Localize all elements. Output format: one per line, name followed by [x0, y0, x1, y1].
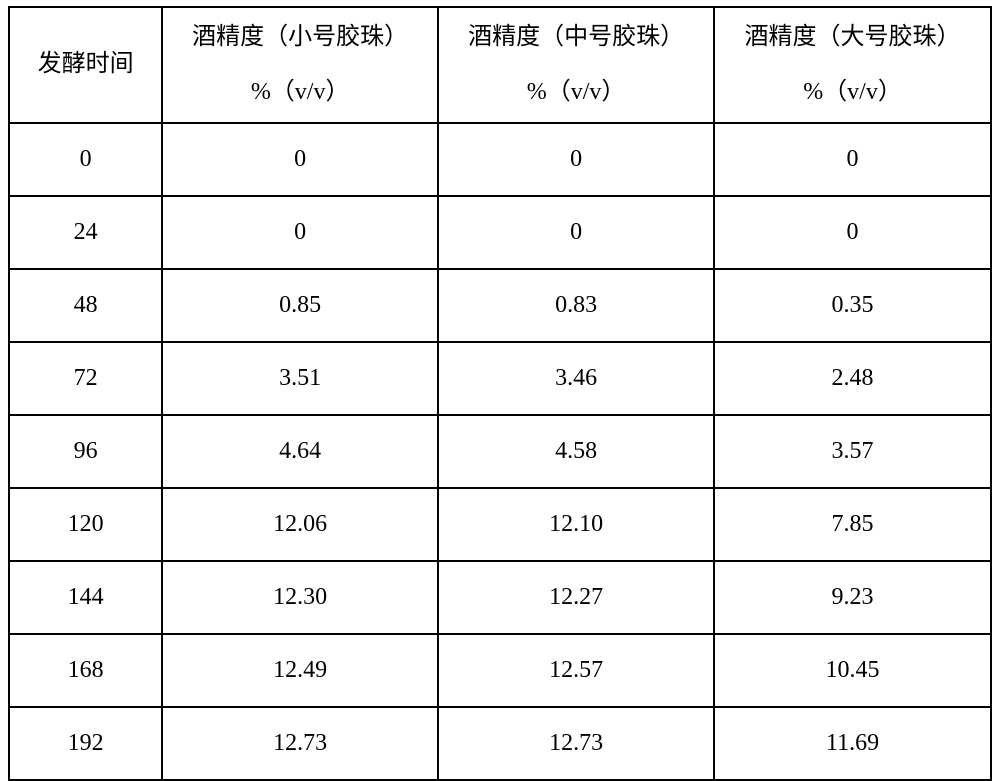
- cell-large: 0: [714, 196, 991, 269]
- cell-small: 12.73: [162, 707, 438, 780]
- cell-small: 12.49: [162, 634, 438, 707]
- cell-medium: 3.46: [438, 342, 714, 415]
- cell-medium: 0: [438, 196, 714, 269]
- cell-small: 0: [162, 196, 438, 269]
- cell-time: 72: [9, 342, 162, 415]
- col-header-small-line1: 酒精度（小号胶珠）: [164, 10, 436, 65]
- cell-medium: 0: [438, 123, 714, 196]
- cell-large: 0.35: [714, 269, 991, 342]
- cell-medium: 0.83: [438, 269, 714, 342]
- cell-time: 192: [9, 707, 162, 780]
- table-row: 96 4.64 4.58 3.57: [9, 415, 991, 488]
- cell-medium: 12.73: [438, 707, 714, 780]
- cell-medium: 12.10: [438, 488, 714, 561]
- table-row: 144 12.30 12.27 9.23: [9, 561, 991, 634]
- cell-time: 48: [9, 269, 162, 342]
- cell-small: 0: [162, 123, 438, 196]
- table-row: 168 12.49 12.57 10.45: [9, 634, 991, 707]
- cell-time: 24: [9, 196, 162, 269]
- cell-small: 12.30: [162, 561, 438, 634]
- col-header-large-line2: %（v/v）: [716, 65, 989, 120]
- cell-small: 0.85: [162, 269, 438, 342]
- col-header-time: 发酵时间: [9, 7, 162, 123]
- cell-time: 96: [9, 415, 162, 488]
- cell-time: 0: [9, 123, 162, 196]
- table-row: 24 0 0 0: [9, 196, 991, 269]
- cell-medium: 12.57: [438, 634, 714, 707]
- cell-time: 168: [9, 634, 162, 707]
- table-head: 发酵时间 酒精度（小号胶珠） %（v/v） 酒精度（中号胶珠） %（v/v） 酒…: [9, 7, 991, 123]
- cell-time: 144: [9, 561, 162, 634]
- cell-small: 3.51: [162, 342, 438, 415]
- cell-small: 4.64: [162, 415, 438, 488]
- col-header-large: 酒精度（大号胶珠） %（v/v）: [714, 7, 991, 123]
- cell-large: 11.69: [714, 707, 991, 780]
- table-row: 72 3.51 3.46 2.48: [9, 342, 991, 415]
- cell-large: 2.48: [714, 342, 991, 415]
- col-header-medium-line1: 酒精度（中号胶珠）: [440, 10, 712, 65]
- cell-large: 3.57: [714, 415, 991, 488]
- cell-large: 10.45: [714, 634, 991, 707]
- col-header-medium-line2: %（v/v）: [440, 65, 712, 120]
- header-row: 发酵时间 酒精度（小号胶珠） %（v/v） 酒精度（中号胶珠） %（v/v） 酒…: [9, 7, 991, 123]
- cell-time: 120: [9, 488, 162, 561]
- table-row: 48 0.85 0.83 0.35: [9, 269, 991, 342]
- col-header-small: 酒精度（小号胶珠） %（v/v）: [162, 7, 438, 123]
- table-row: 0 0 0 0: [9, 123, 991, 196]
- col-header-small-line2: %（v/v）: [164, 65, 436, 120]
- cell-medium: 12.27: [438, 561, 714, 634]
- cell-large: 0: [714, 123, 991, 196]
- col-header-large-line1: 酒精度（大号胶珠）: [716, 10, 989, 65]
- col-header-time-line1: 发酵时间: [11, 37, 160, 92]
- cell-medium: 4.58: [438, 415, 714, 488]
- cell-small: 12.06: [162, 488, 438, 561]
- col-header-medium: 酒精度（中号胶珠） %（v/v）: [438, 7, 714, 123]
- table-body: 0 0 0 0 24 0 0 0 48 0.85 0.83 0.35 72 3.…: [9, 123, 991, 780]
- cell-large: 9.23: [714, 561, 991, 634]
- table-row: 192 12.73 12.73 11.69: [9, 707, 991, 780]
- table-row: 120 12.06 12.10 7.85: [9, 488, 991, 561]
- cell-large: 7.85: [714, 488, 991, 561]
- table-container: 发酵时间 酒精度（小号胶珠） %（v/v） 酒精度（中号胶珠） %（v/v） 酒…: [0, 0, 1000, 751]
- data-table: 发酵时间 酒精度（小号胶珠） %（v/v） 酒精度（中号胶珠） %（v/v） 酒…: [8, 6, 992, 781]
